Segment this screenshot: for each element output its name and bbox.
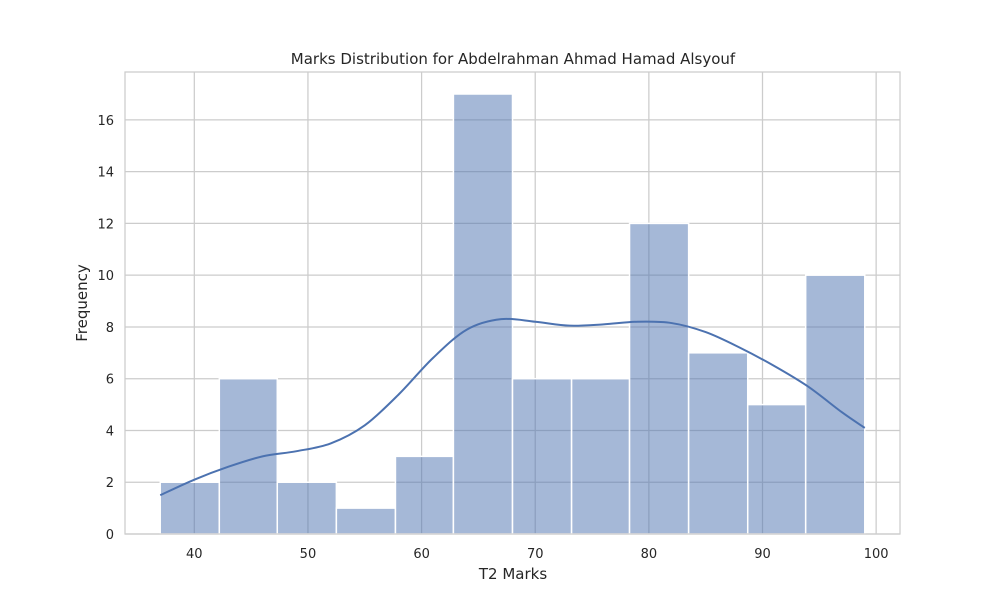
plot-frame xyxy=(124,71,901,535)
y-tick-label-0: 0 xyxy=(106,528,114,543)
y-axis-label: Frequency xyxy=(73,264,91,342)
bar-8 xyxy=(628,222,690,535)
kde-curve xyxy=(159,317,866,497)
bar-6 xyxy=(511,377,573,535)
x-axis-label: T2 Marks xyxy=(478,565,547,583)
y-tick-label-5: 10 xyxy=(97,269,114,284)
y-tick-label-6: 12 xyxy=(97,217,114,232)
bar-7 xyxy=(570,377,631,535)
bar-5 xyxy=(452,93,514,535)
bar-11 xyxy=(804,274,866,535)
y-axis-ticks: 0 2 4 6 8 10 12 14 16 xyxy=(97,114,114,543)
x-tick-label-0: 40 xyxy=(186,547,203,562)
bar-1 xyxy=(218,377,279,535)
bar-3 xyxy=(335,507,397,535)
bar-2 xyxy=(276,481,338,535)
bar-9 xyxy=(687,352,749,535)
y-tick-label-8: 16 xyxy=(97,114,114,129)
x-tick-label-6: 100 xyxy=(864,547,889,562)
x-tick-label-1: 50 xyxy=(300,547,317,562)
bar-10 xyxy=(746,403,807,535)
y-tick-label-4: 8 xyxy=(106,321,114,336)
x-tick-label-4: 80 xyxy=(641,547,658,562)
y-tick-label-1: 2 xyxy=(106,476,114,491)
chart-title: Marks Distribution for Abdelrahman Ahmad… xyxy=(291,50,736,68)
x-tick-label-5: 90 xyxy=(754,547,771,562)
x-tick-label-3: 70 xyxy=(527,547,544,562)
x-tick-label-2: 60 xyxy=(413,547,430,562)
y-tick-label-2: 4 xyxy=(106,424,114,439)
x-axis-ticks: 40 50 60 70 80 90 100 xyxy=(186,547,889,562)
y-tick-label-7: 14 xyxy=(97,166,114,181)
plot-area xyxy=(124,71,901,535)
y-tick-label-3: 6 xyxy=(106,373,114,388)
bar-4 xyxy=(394,455,455,535)
